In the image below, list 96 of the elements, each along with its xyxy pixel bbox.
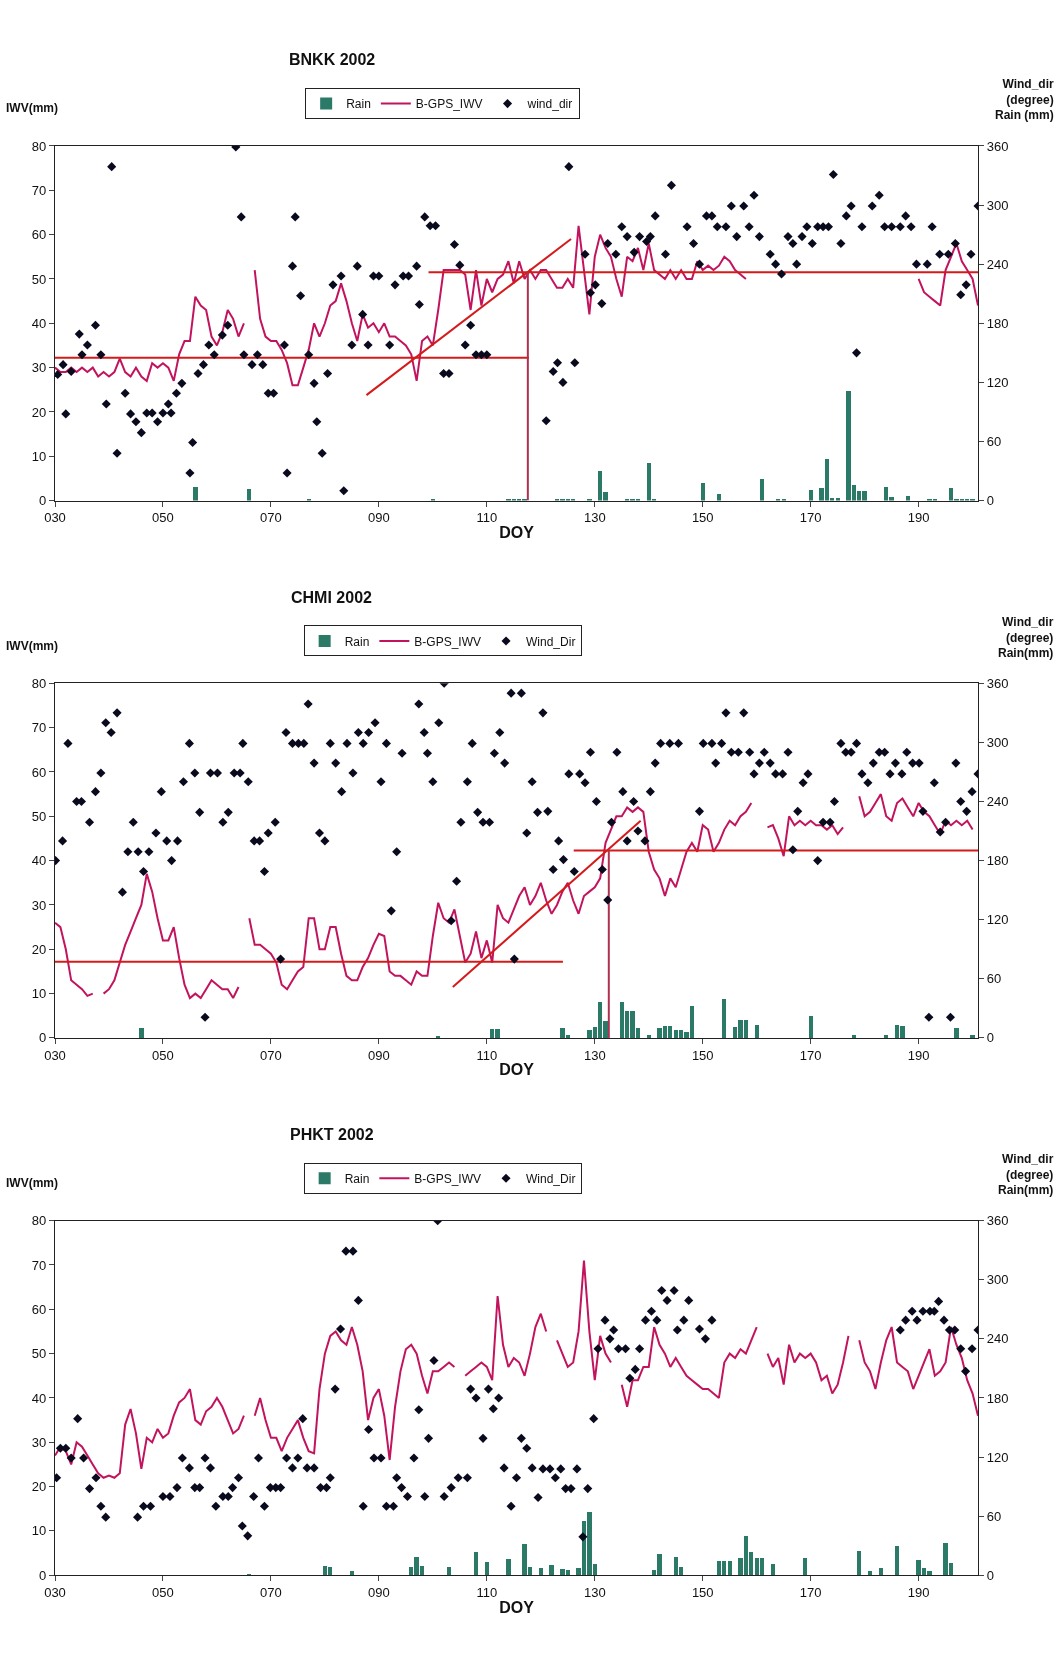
y-tick-label: 20 <box>31 941 47 957</box>
x-tick-label: 050 <box>152 510 174 526</box>
x-tick-label: 090 <box>368 510 390 526</box>
y-tick-label: 40 <box>31 315 47 331</box>
y-tick-label: 30 <box>31 897 47 913</box>
legend-label: Rain <box>344 634 370 649</box>
legend-label: B-GPS_IWV <box>414 634 482 649</box>
y-tick-label: 20 <box>31 404 47 420</box>
x-tick-label: 150 <box>691 510 714 526</box>
y2-axis-title: Wind_dir (degree) Rain (mm) <box>995 77 1054 123</box>
y2-tick-label: 180 <box>986 853 1009 869</box>
y-tick-label: 50 <box>31 808 47 824</box>
y-tick-label: 40 <box>31 1390 47 1406</box>
y-tick-label: 10 <box>31 448 47 464</box>
x-tick-label: 130 <box>583 1584 606 1600</box>
x-tick-label: 090 <box>368 1584 390 1600</box>
legend-label: Wind_Dir <box>526 1171 576 1186</box>
y2-tick-label: 300 <box>986 1272 1009 1288</box>
y2-tick-label: 240 <box>986 256 1009 272</box>
x-tick-label: 170 <box>799 1047 822 1063</box>
y-tick-label: 0 <box>39 1030 47 1046</box>
y2-tick-label: 180 <box>986 1390 1009 1406</box>
x-tick-label: 130 <box>583 510 606 526</box>
x-tick-label: 110 <box>476 1047 498 1063</box>
y-tick-label: 10 <box>31 986 47 1002</box>
legend-label: B-GPS_IWV <box>414 1171 482 1186</box>
y2-tick-label: 120 <box>986 374 1009 390</box>
y2-tick-label: 0 <box>986 1030 994 1046</box>
y2-tick-label: 360 <box>986 675 1009 691</box>
y2-tick-label: 60 <box>986 1508 1002 1524</box>
legend-label: Rain <box>344 1171 370 1186</box>
x-tick-label: 030 <box>44 510 66 526</box>
x-tick-label: 110 <box>476 1584 498 1600</box>
chart-title: CHMI 2002 <box>291 589 373 606</box>
y-tick-label: 50 <box>31 271 47 287</box>
x-tick-label: 030 <box>44 1047 66 1063</box>
y-tick-label: 20 <box>31 1479 47 1495</box>
y-tick-label: 30 <box>31 1434 47 1450</box>
x-tick-label: 170 <box>799 1584 822 1600</box>
y-tick-label: 50 <box>31 1346 47 1362</box>
y-tick-label: 60 <box>31 1301 47 1317</box>
x-tick-label: 150 <box>691 1047 714 1063</box>
x-tick-label: 130 <box>583 1047 606 1063</box>
chart-title: PHKT 2002 <box>290 1126 374 1143</box>
x-tick-label: 170 <box>799 510 822 526</box>
x-tick-label: 050 <box>152 1584 174 1600</box>
y-axis-title: IWV(mm) <box>6 639 58 653</box>
legend-label: Wind_Dir <box>526 634 576 649</box>
x-axis-title: DOY <box>499 1598 535 1616</box>
x-tick-label: 030 <box>44 1584 66 1600</box>
y2-tick-label: 180 <box>986 315 1009 331</box>
chart-title: BNKK 2002 <box>289 51 376 68</box>
y2-tick-label: 0 <box>986 1567 994 1583</box>
y2-tick-label: 60 <box>986 434 1002 450</box>
x-tick-label: 070 <box>260 510 282 526</box>
y-tick-label: 10 <box>31 1523 47 1539</box>
y-tick-label: 80 <box>31 1213 47 1229</box>
y-tick-label: 60 <box>31 227 47 243</box>
legend-label: B-GPS_IWV <box>415 97 483 112</box>
y-tick-label: 80 <box>31 675 47 691</box>
y2-tick-label: 120 <box>986 1449 1009 1465</box>
y-tick-label: 0 <box>39 493 47 509</box>
x-axis-title: DOY <box>499 1061 535 1079</box>
x-tick-label: 190 <box>907 1584 930 1600</box>
x-tick-label: 190 <box>907 1047 930 1063</box>
x-tick-label: 150 <box>691 1584 714 1600</box>
legend-label: Rain <box>346 97 371 112</box>
y-tick-label: 40 <box>31 853 47 869</box>
y2-axis-title: Wind_dir (degree) Rain(mm) <box>998 615 1054 661</box>
y-tick-label: 30 <box>31 360 47 376</box>
y-axis-title: IWV(mm) <box>6 1176 58 1190</box>
y2-tick-label: 360 <box>986 138 1009 154</box>
y2-tick-label: 60 <box>986 971 1002 987</box>
y-axis-title: IWV(mm) <box>6 101 58 115</box>
y-tick-label: 60 <box>31 764 47 780</box>
y2-tick-label: 300 <box>986 197 1009 213</box>
x-tick-label: 190 <box>907 510 930 526</box>
y-tick-label: 70 <box>31 720 47 736</box>
x-axis-title: DOY <box>499 524 535 541</box>
y2-tick-label: 360 <box>986 1213 1009 1229</box>
y2-axis-title: Wind_dir (degree) Rain(mm) <box>998 1152 1054 1198</box>
x-tick-label: 110 <box>476 510 498 526</box>
x-tick-label: 050 <box>152 1047 174 1063</box>
y2-tick-label: 300 <box>986 734 1009 750</box>
x-tick-label: 090 <box>368 1047 390 1063</box>
y2-tick-label: 240 <box>986 794 1009 810</box>
y2-tick-label: 0 <box>986 493 994 509</box>
x-tick-label: 070 <box>260 1047 282 1063</box>
x-tick-label: 070 <box>260 1584 282 1600</box>
y-tick-label: 0 <box>39 1567 47 1583</box>
legend-label: wind_dir <box>526 97 573 112</box>
y-tick-label: 70 <box>31 182 47 198</box>
y2-tick-label: 240 <box>986 1331 1009 1347</box>
y-tick-label: 80 <box>31 138 47 154</box>
y2-tick-label: 120 <box>986 912 1009 928</box>
y-tick-label: 70 <box>31 1257 47 1273</box>
